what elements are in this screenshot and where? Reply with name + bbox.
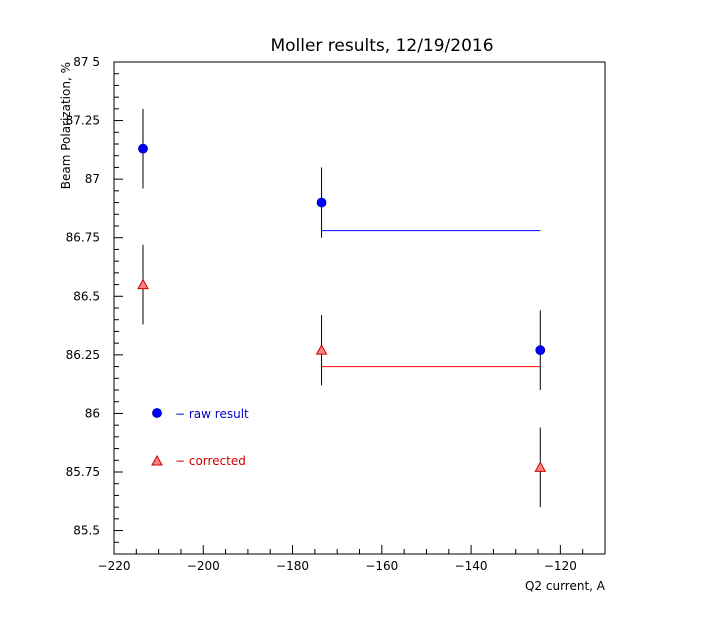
x-tick-label: −140 [455, 559, 488, 573]
x-axis-label: Q2 current, A [525, 579, 606, 593]
x-tick-label: −200 [187, 559, 220, 573]
y-axis: 85.5 85.75 86 86.25 86.5 86.75 87 87.25 87 5 [66, 55, 123, 555]
y-tick-label: 85.75 [66, 465, 100, 479]
y-axis-label: Beam Polarization, % [59, 62, 73, 189]
y-tick-label: 86.25 [66, 348, 100, 362]
x-tick-label: −160 [365, 559, 398, 573]
y-tick-label: 87.25 [66, 114, 100, 128]
y-tick-label: 87 [85, 172, 100, 186]
legend-item-corrected: − corrected [151, 454, 246, 468]
x-tick-label: −180 [276, 559, 309, 573]
legend: − raw result − corrected [151, 407, 249, 468]
y-tick-label: 86 [85, 406, 100, 420]
y-tick-label: 86.5 [73, 289, 100, 303]
x-tick-label: −220 [98, 559, 131, 573]
y-tick-label: 86.75 [66, 231, 100, 245]
x-axis: −220 −200 −180 −160 −140 −120 [98, 545, 606, 573]
plot-frame [113, 61, 606, 555]
data-point-corrected [534, 461, 547, 472]
legend-marker-raw [152, 408, 162, 418]
legend-marker-corrected [151, 454, 163, 466]
series-layer [137, 108, 547, 508]
y-tick-label: 85.5 [73, 524, 100, 538]
data-point-raw [138, 143, 148, 154]
data-point-corrected [137, 278, 149, 290]
data-point-raw [535, 345, 546, 356]
y-tick-label: 87 5 [73, 55, 100, 69]
legend-label-raw: − raw result [175, 407, 249, 421]
data-point-raw [316, 197, 327, 208]
x-tick-label: −120 [544, 559, 577, 573]
legend-item-raw: − raw result [152, 407, 249, 421]
chart-title: Moller results, 12/19/2016 [270, 36, 493, 56]
data-point-corrected [315, 344, 328, 355]
legend-label-corrected: − corrected [175, 454, 246, 468]
